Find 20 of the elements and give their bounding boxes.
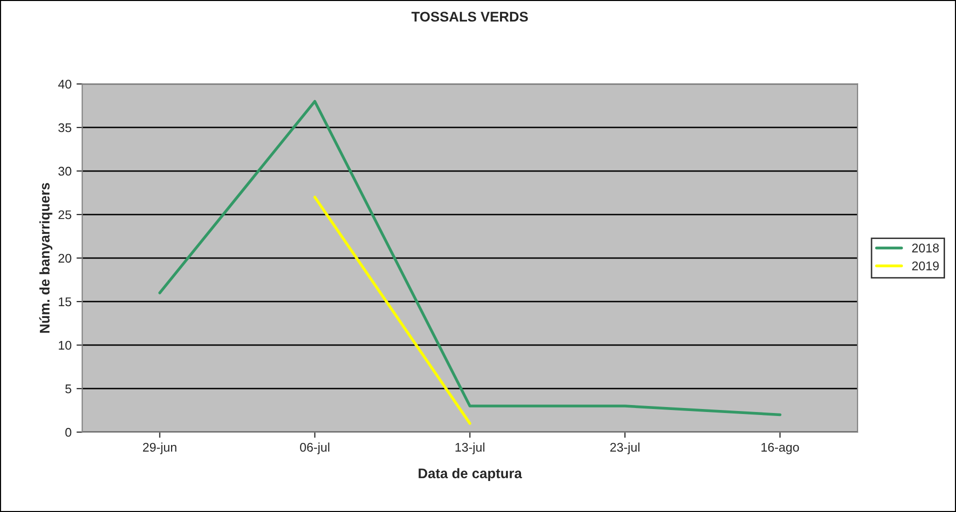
line-series [158,100,782,416]
y-tick-label: 0 [65,428,72,437]
y-tick-label: 30 [58,166,72,176]
x-axis-title: Data de captura [418,468,522,482]
x-tick-label: 06-jul [300,442,330,454]
x-tick-label: 23-jul [610,442,640,454]
y-tick-label: 10 [58,340,72,350]
x-tick-label: 16-ago [761,442,799,454]
y-tick-label: 25 [58,210,72,220]
x-tick-label: 13-jul [456,442,484,454]
y-tick-label: 35 [58,123,72,132]
y-tick-label: 15 [58,298,72,306]
chart-title: TOSSALS VERDS [412,12,528,22]
x-tick-label: 29-jun [143,442,176,454]
legend-label: 2018 [912,244,939,252]
y-tick-label: 5 [65,384,72,394]
y-axis-title: Núm. de banyarriquers [39,182,52,333]
y-tick-label: 20 [58,254,72,263]
y-tick-label: 40 [58,80,72,89]
legend-label: 2019 [912,262,939,270]
